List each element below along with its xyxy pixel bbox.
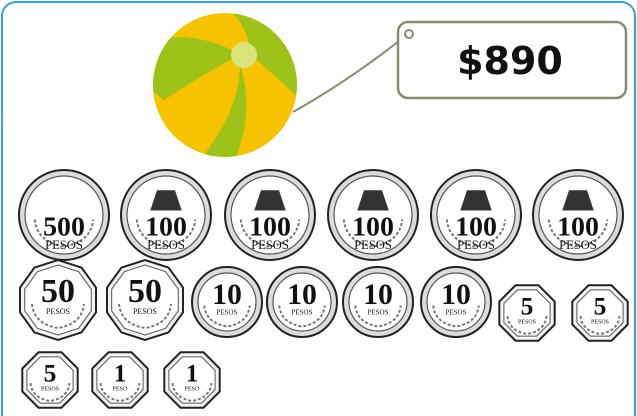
coin-unit: PESOS bbox=[133, 307, 157, 316]
coin-unit: PESOS bbox=[216, 308, 237, 316]
coin-value: 10 bbox=[287, 278, 317, 311]
coin-unit: PESOS bbox=[445, 308, 466, 316]
coin-value: 50 bbox=[128, 273, 162, 310]
coin-unit: PESOS bbox=[251, 238, 289, 252]
coin-unit: PESOS bbox=[41, 387, 59, 393]
coin-unit: PESOS bbox=[367, 308, 388, 316]
coin-value: 5 bbox=[44, 359, 57, 388]
scene: $890 500PESOS100PESOS100PESOS100PESOS100… bbox=[0, 0, 637, 416]
tag-hole bbox=[405, 30, 413, 38]
coin-value: 10 bbox=[441, 278, 471, 311]
price: $890 bbox=[457, 39, 563, 83]
coin-unit: PESO bbox=[185, 387, 200, 393]
coin-value: 5 bbox=[521, 292, 534, 321]
coin-unit: PESOS bbox=[354, 238, 392, 252]
coin-value: 10 bbox=[212, 278, 242, 311]
coin-unit: PESOS bbox=[457, 238, 495, 252]
coin-unit: PESOS bbox=[518, 320, 536, 326]
coin-unit: PESOS bbox=[291, 308, 312, 316]
coin-unit: PESOS bbox=[45, 238, 83, 252]
coin-value: 10 bbox=[363, 278, 393, 311]
coin-unit: PESOS bbox=[46, 307, 70, 316]
coin-value: 50 bbox=[41, 273, 75, 310]
coin-value: 1 bbox=[114, 359, 127, 388]
coin-unit: PESOS bbox=[559, 238, 597, 252]
coin-value: 1 bbox=[186, 359, 199, 388]
coin-unit: PESOS bbox=[591, 320, 609, 326]
coin-unit: PESO bbox=[113, 387, 128, 393]
coin-value: 5 bbox=[594, 292, 607, 321]
coin-unit: PESOS bbox=[147, 238, 185, 252]
